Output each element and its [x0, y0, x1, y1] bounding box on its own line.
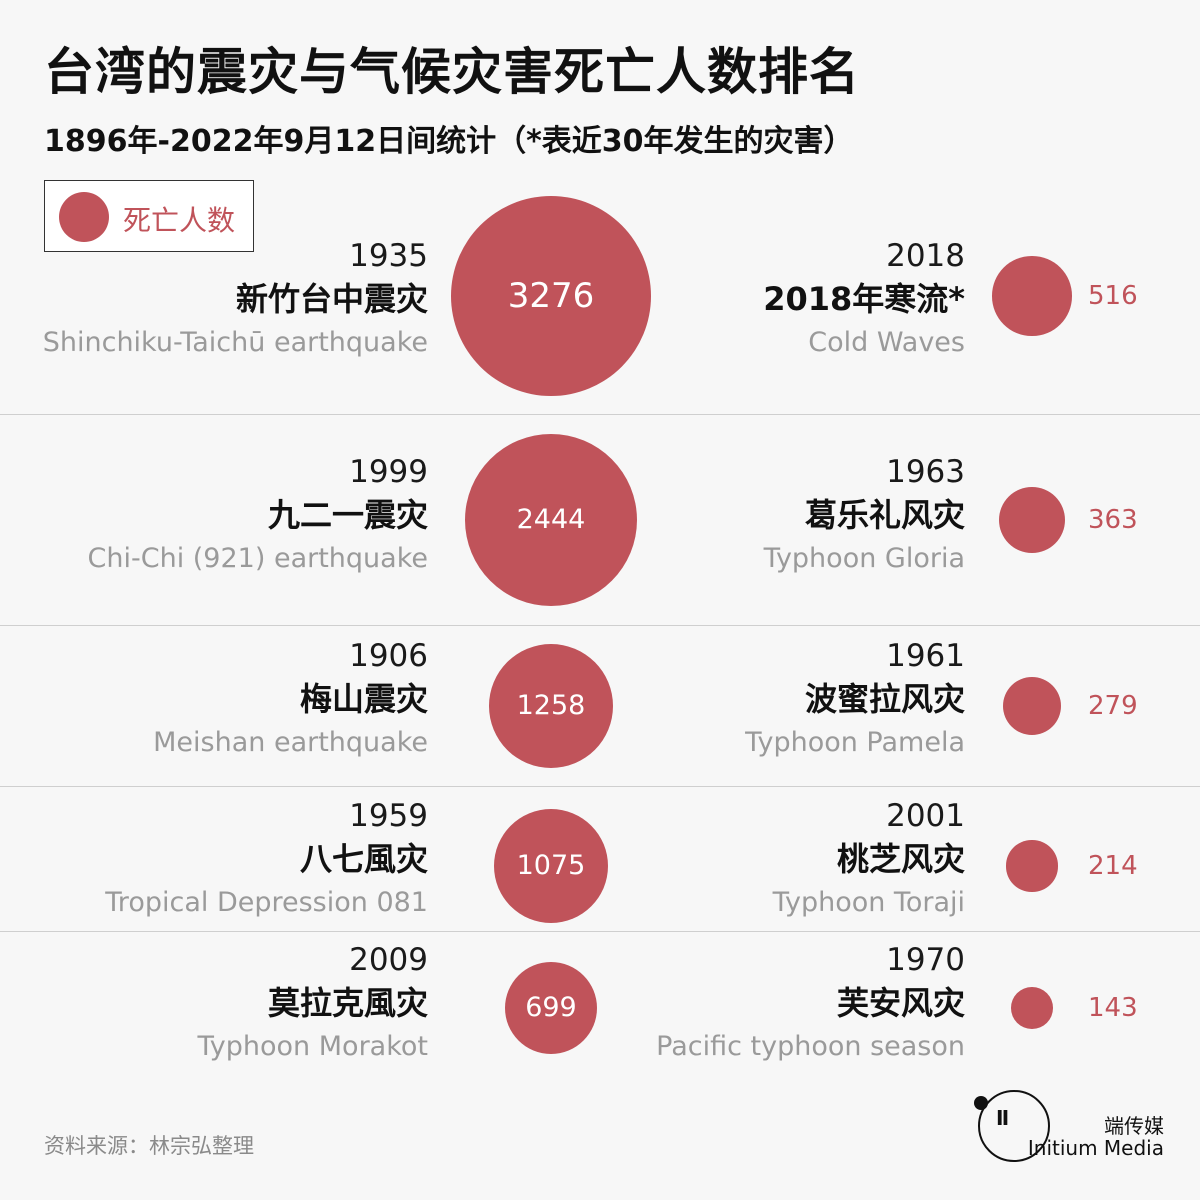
logo-glyph: Ⅱ — [996, 1106, 1010, 1130]
disaster-year: 1970 — [886, 942, 965, 978]
disaster-year: 1906 — [349, 638, 428, 674]
death-bubble — [1002, 676, 1062, 736]
death-count-label: 1258 — [516, 690, 586, 722]
disaster-name-en: Pacific typhoon season — [656, 1031, 965, 1062]
disaster-name-cn: 桃芝风灾 — [836, 840, 965, 878]
chart-title: 台湾的震灾与气候灾害死亡人数排名 — [44, 43, 860, 101]
death-bubble: 2444 — [464, 433, 638, 607]
row-divider — [0, 786, 1200, 787]
disaster-label: 1999 九二一震灾 Chi-Chi (921) earthquake — [88, 452, 428, 580]
death-count-label: 143 — [1088, 993, 1138, 1023]
death-count-label: 3276 — [507, 276, 595, 316]
death-count-label: 1075 — [516, 850, 586, 882]
death-count-label: 214 — [1088, 851, 1138, 881]
disaster-label: 2018 2018年寒流* Cold Waves — [763, 236, 965, 364]
disaster-name-cn: 莫拉克風灾 — [267, 984, 428, 1022]
death-bubble: 3276 — [451, 196, 651, 396]
death-bubble: 699 — [504, 961, 598, 1055]
disaster-name-cn: 梅山震灾 — [299, 680, 428, 718]
disaster-label: 2001 桃芝风灾 Typhoon Toraji — [773, 796, 965, 924]
legend-label: 死亡人数 — [123, 204, 236, 237]
row-divider — [0, 931, 1200, 932]
disaster-year: 2009 — [349, 942, 428, 978]
row-divider — [0, 414, 1200, 415]
death-count-label: 279 — [1088, 691, 1138, 721]
disaster-name-en: Cold Waves — [808, 327, 965, 358]
disaster-name-en: Meishan earthquake — [153, 727, 428, 758]
disaster-label: 1970 芙安风灾 Pacific typhoon season — [656, 940, 965, 1068]
disaster-name-en: Chi-Chi (921) earthquake — [87, 543, 428, 574]
disaster-label: 1961 波蜜拉风灾 Typhoon Pamela — [745, 636, 965, 764]
disaster-label: 1959 八七風灾 Tropical Depression 081 — [105, 796, 428, 924]
disaster-label: 1963 葛乐礼风灾 Typhoon Gloria — [764, 452, 965, 580]
disaster-year: 2001 — [886, 798, 965, 834]
disaster-name-cn: 芙安风灾 — [836, 984, 965, 1022]
initium-logo-icon: Ⅱ — [974, 1090, 1050, 1162]
death-bubble — [992, 256, 1072, 336]
death-count-label: 699 — [525, 992, 577, 1024]
brand-name-cn: 端传媒 — [1104, 1114, 1164, 1138]
disaster-year: 1999 — [349, 454, 428, 490]
disaster-year: 1963 — [886, 454, 965, 490]
disaster-year: 1961 — [886, 638, 965, 674]
disaster-year: 1959 — [349, 798, 428, 834]
disaster-name-en: Typhoon Toraji — [772, 887, 965, 918]
disaster-name-cn: 波蜜拉风灾 — [804, 680, 965, 718]
disaster-label: 1935 新竹台中震灾 Shinchiku-Taichū earthquake — [43, 236, 428, 364]
disaster-name-en: Typhoon Gloria — [763, 543, 965, 574]
chart-subtitle: 1896年-2022年9月12日间统计（*表近30年发生的灾害） — [44, 124, 854, 159]
disaster-name-en: Shinchiku-Taichū earthquake — [42, 327, 428, 358]
disaster-name-en: Tropical Depression 081 — [105, 887, 428, 918]
legend: 死亡人数 — [44, 180, 254, 252]
disaster-name-cn: 八七風灾 — [299, 840, 428, 878]
disaster-name-en: Typhoon Morakot — [197, 1031, 429, 1062]
death-count-label: 363 — [1088, 505, 1138, 535]
death-bubble — [1006, 840, 1058, 892]
brand-name-en: Initium Media — [1027, 1136, 1164, 1160]
death-bubble: 1075 — [493, 808, 609, 924]
disaster-name-cn: 新竹台中震灾 — [235, 280, 428, 318]
disaster-label: 2009 莫拉克風灾 Typhoon Morakot — [198, 940, 429, 1068]
disaster-name-en: Typhoon Pamela — [745, 727, 965, 758]
death-bubble — [1011, 987, 1053, 1029]
logo-dot — [974, 1096, 988, 1110]
death-bubble — [998, 486, 1066, 554]
row-divider — [0, 625, 1200, 626]
death-bubble: 1258 — [489, 644, 613, 768]
disaster-label: 1906 梅山震灾 Meishan earthquake — [153, 636, 428, 764]
death-count-label: 516 — [1088, 281, 1138, 311]
source-note: 资料来源：林宗弘整理 — [44, 1134, 254, 1158]
disaster-year: 1935 — [349, 238, 428, 274]
disaster-name-cn: 九二一震灾 — [267, 496, 428, 534]
disaster-name-cn: 葛乐礼风灾 — [804, 496, 965, 534]
disaster-year: 2018 — [886, 238, 965, 274]
legend-dot-icon — [59, 192, 109, 242]
disaster-name-cn: 2018年寒流* — [763, 280, 965, 318]
death-count-label: 2444 — [516, 504, 586, 536]
